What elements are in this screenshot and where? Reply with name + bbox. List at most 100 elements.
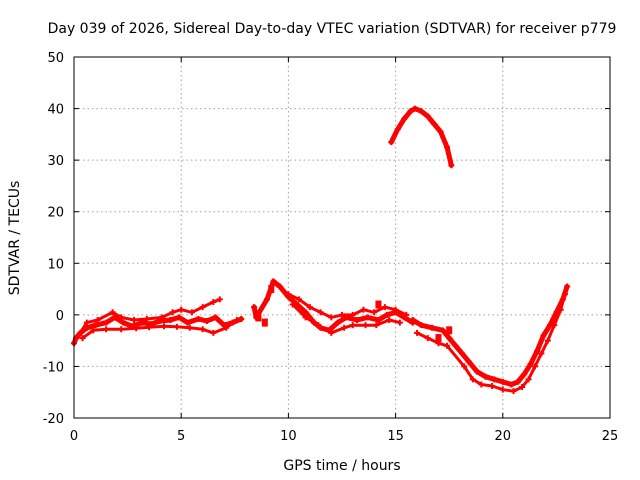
data-point xyxy=(364,314,371,321)
data-point xyxy=(203,318,210,325)
data-point xyxy=(75,332,82,339)
data-point xyxy=(120,319,127,326)
data-point xyxy=(158,314,165,321)
data-point xyxy=(534,347,541,354)
series-midday xyxy=(251,278,416,334)
data-point xyxy=(424,335,431,342)
data-point xyxy=(474,368,481,375)
data-point xyxy=(386,317,393,324)
data-point xyxy=(133,325,140,332)
data-point xyxy=(328,314,335,321)
data-series xyxy=(71,105,571,395)
data-point xyxy=(306,304,313,311)
data-point xyxy=(169,309,176,316)
data-point xyxy=(551,322,558,329)
data-point xyxy=(360,306,367,313)
data-point xyxy=(384,311,391,318)
data-point xyxy=(381,304,388,311)
data-point xyxy=(195,315,202,322)
data-point xyxy=(79,335,86,342)
data-point xyxy=(431,121,438,128)
y-axis-label: SDTVAR / TECUs xyxy=(7,181,23,296)
data-point xyxy=(392,306,399,313)
data-point xyxy=(263,296,270,303)
data-point xyxy=(302,309,309,316)
data-point xyxy=(435,334,442,343)
data-point xyxy=(409,317,416,324)
data-point xyxy=(103,326,110,333)
series-line xyxy=(410,284,570,387)
data-point xyxy=(233,317,240,324)
data-point xyxy=(354,317,361,324)
data-point xyxy=(276,283,283,290)
data-point xyxy=(167,317,174,324)
data-point xyxy=(296,296,303,303)
data-point xyxy=(446,335,453,342)
series-main-band-lower xyxy=(79,317,240,342)
data-point xyxy=(261,318,268,327)
series-afternoon-band xyxy=(414,291,568,395)
data-point xyxy=(439,327,446,334)
data-point xyxy=(186,324,193,331)
data-point xyxy=(334,319,341,326)
data-point xyxy=(469,376,476,383)
data-point xyxy=(373,322,380,329)
series-midday-lower xyxy=(289,301,403,336)
data-point xyxy=(452,342,459,349)
data-point xyxy=(339,311,345,318)
data-point xyxy=(461,363,468,370)
y-tick-label: 10 xyxy=(47,257,64,272)
chart-title: Day 039 of 2026, Sidereal Day-to-day VTE… xyxy=(48,21,617,37)
series-afternoon xyxy=(409,283,571,388)
data-point xyxy=(270,278,277,285)
data-point xyxy=(561,291,568,298)
data-point xyxy=(146,324,153,331)
data-point xyxy=(538,350,545,357)
x-tick-label: 0 xyxy=(70,429,78,444)
data-point xyxy=(521,371,528,378)
data-point xyxy=(508,381,515,388)
data-point xyxy=(403,311,410,318)
data-point xyxy=(527,360,534,367)
data-point xyxy=(118,314,125,321)
y-tick-label: 40 xyxy=(47,103,64,118)
data-point xyxy=(519,384,526,391)
series-line xyxy=(388,106,454,168)
data-point xyxy=(557,306,564,313)
data-point xyxy=(92,322,99,329)
data-point xyxy=(396,319,403,326)
data-point xyxy=(199,304,206,311)
y-tick-label: 30 xyxy=(47,154,64,169)
series-isolated xyxy=(255,285,453,343)
data-point xyxy=(216,296,223,303)
data-point xyxy=(109,309,116,316)
series-line xyxy=(291,303,402,335)
data-point xyxy=(178,306,185,313)
data-point xyxy=(446,326,453,335)
grid xyxy=(74,57,610,418)
data-point xyxy=(317,309,324,316)
data-point xyxy=(411,105,418,112)
data-point xyxy=(176,314,183,321)
data-point xyxy=(83,319,90,326)
x-axis-label: GPS time / hours xyxy=(283,458,400,474)
data-point xyxy=(375,317,382,324)
data-point xyxy=(188,309,195,316)
data-point xyxy=(544,337,551,344)
data-point xyxy=(161,323,168,330)
x-tick-label: 5 xyxy=(177,429,185,444)
data-point xyxy=(489,383,496,390)
data-point xyxy=(429,324,436,331)
data-point xyxy=(143,315,150,322)
plot-frame xyxy=(73,56,611,419)
x-tick-label: 10 xyxy=(280,429,297,444)
data-point xyxy=(268,285,275,294)
x-tick-label: 15 xyxy=(387,429,404,444)
data-point xyxy=(499,386,506,393)
data-point xyxy=(131,317,138,324)
series-midday-upper xyxy=(285,291,410,321)
data-point xyxy=(444,144,451,151)
data-point xyxy=(94,317,101,324)
data-point xyxy=(418,322,425,329)
data-point xyxy=(514,378,521,385)
